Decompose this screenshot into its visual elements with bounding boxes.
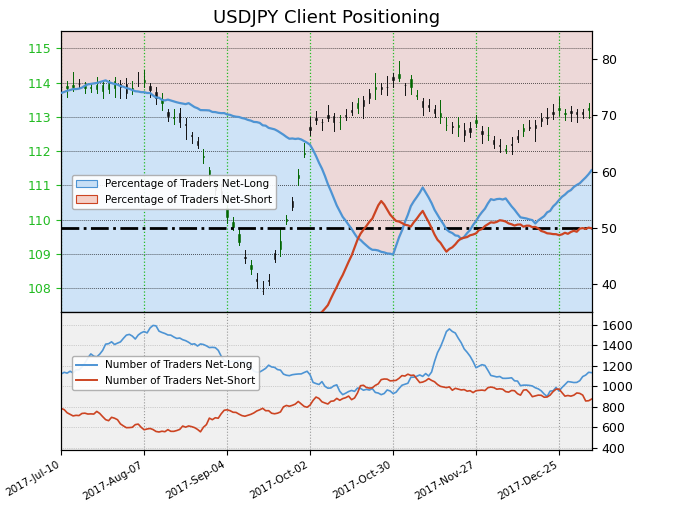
Bar xyxy=(422,101,424,108)
Bar xyxy=(84,86,86,88)
Bar xyxy=(114,81,115,87)
Bar xyxy=(226,208,228,218)
Bar xyxy=(220,191,222,194)
Bar xyxy=(552,112,554,114)
Bar xyxy=(529,127,530,128)
Bar xyxy=(481,131,483,134)
Bar xyxy=(345,115,346,116)
Bar xyxy=(351,110,352,112)
Bar xyxy=(362,100,364,105)
Bar xyxy=(179,113,180,122)
Bar xyxy=(434,109,435,114)
Bar xyxy=(233,222,234,226)
Bar xyxy=(464,130,465,134)
Bar xyxy=(440,113,441,117)
Bar xyxy=(90,87,92,88)
Bar xyxy=(493,140,494,144)
Bar xyxy=(155,92,156,98)
Bar xyxy=(375,87,376,89)
Bar xyxy=(209,170,210,174)
Bar xyxy=(547,117,548,118)
Bar xyxy=(576,112,577,114)
Bar xyxy=(244,256,245,258)
Legend: Percentage of Traders Net-Long, Percentage of Traders Net-Short: Percentage of Traders Net-Long, Percenta… xyxy=(71,175,276,209)
Bar xyxy=(452,126,453,127)
Bar xyxy=(499,145,500,146)
Bar xyxy=(564,113,566,114)
Bar xyxy=(173,117,175,118)
Bar xyxy=(143,80,145,82)
Bar xyxy=(185,124,186,125)
Bar xyxy=(167,112,169,116)
Bar xyxy=(298,175,299,178)
Bar xyxy=(357,102,358,109)
Bar xyxy=(309,127,311,130)
Bar xyxy=(197,141,198,145)
Bar xyxy=(333,116,335,122)
Bar xyxy=(541,118,542,121)
Bar xyxy=(381,87,382,89)
Bar xyxy=(203,156,204,158)
Bar xyxy=(238,234,239,241)
Bar xyxy=(392,77,394,80)
Bar xyxy=(120,84,121,87)
Bar xyxy=(67,86,68,88)
Bar xyxy=(475,120,477,123)
Bar xyxy=(161,99,163,103)
Bar xyxy=(416,95,418,96)
Bar xyxy=(292,201,293,207)
Bar xyxy=(511,144,512,145)
Bar xyxy=(96,85,97,89)
Bar xyxy=(150,86,151,90)
Bar xyxy=(268,280,269,281)
Bar xyxy=(588,108,590,110)
Bar xyxy=(72,85,73,87)
Bar xyxy=(369,93,370,98)
Bar xyxy=(102,85,103,92)
Bar xyxy=(274,253,275,258)
Bar xyxy=(108,84,109,89)
Bar xyxy=(523,128,524,131)
Bar xyxy=(327,115,328,118)
Bar xyxy=(558,108,560,110)
Bar xyxy=(279,241,281,249)
Bar xyxy=(250,265,252,269)
Bar xyxy=(398,74,400,78)
Bar xyxy=(458,125,459,127)
Bar xyxy=(469,128,471,131)
Bar xyxy=(215,185,216,190)
Legend: Number of Traders Net-Long, Number of Traders Net-Short: Number of Traders Net-Long, Number of Tr… xyxy=(71,356,260,390)
Bar xyxy=(534,125,536,128)
Bar xyxy=(505,149,507,150)
Title: USDJPY Client Positioning: USDJPY Client Positioning xyxy=(213,9,440,27)
Bar xyxy=(410,79,411,87)
Bar xyxy=(256,279,258,281)
Bar xyxy=(126,84,127,93)
Bar xyxy=(286,219,287,221)
Bar xyxy=(316,118,317,120)
Bar xyxy=(321,121,322,123)
Bar xyxy=(517,135,518,140)
Bar xyxy=(582,112,583,114)
Bar xyxy=(428,105,429,108)
